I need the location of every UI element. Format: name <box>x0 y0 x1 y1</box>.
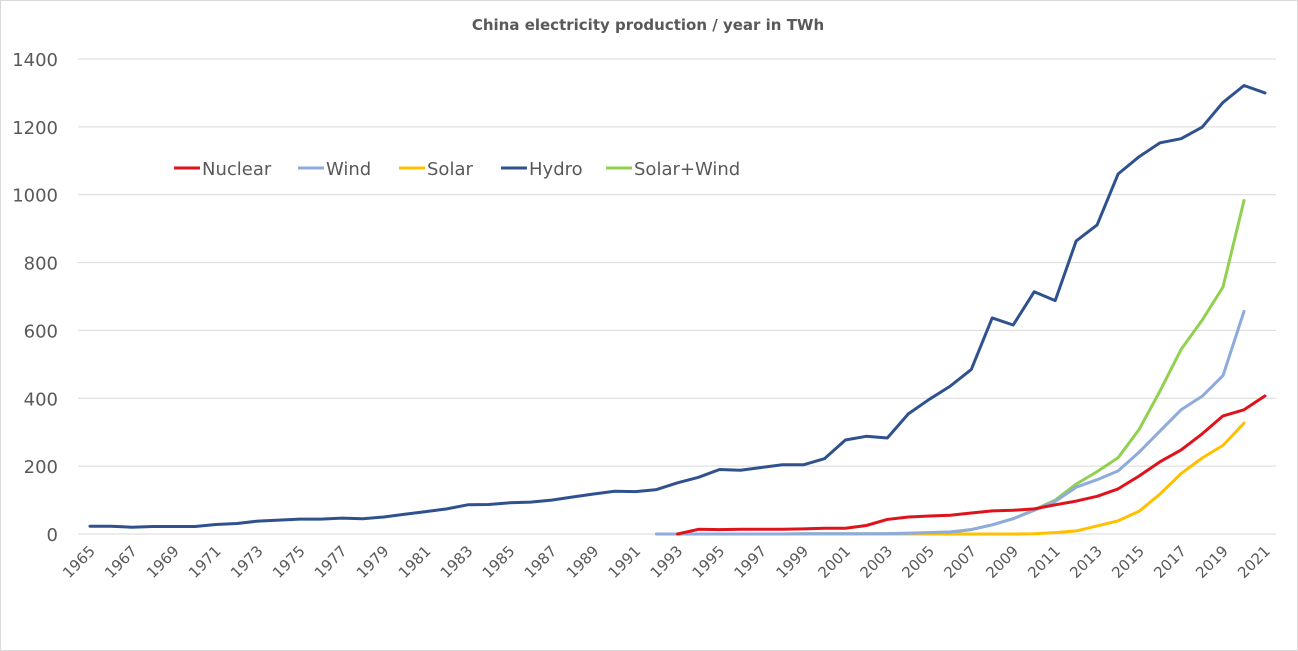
y-tick-label: 800 <box>24 254 58 275</box>
x-tick-label: 1977 <box>311 542 351 582</box>
x-tick-label: 1999 <box>772 542 812 582</box>
y-axis-ticks: 0 200 400 600 800 1000 1200 1400 <box>12 50 58 546</box>
x-tick-label: 2001 <box>814 542 854 582</box>
x-tick-label: 1969 <box>143 542 183 582</box>
x-tick-label: 2019 <box>1192 542 1232 582</box>
x-tick-label: 2013 <box>1066 542 1106 582</box>
x-tick-label: 1983 <box>437 542 477 582</box>
x-tick-label: 1993 <box>647 542 687 582</box>
x-tick-label: 2011 <box>1024 542 1064 582</box>
chart-title: China electricity production / year in T… <box>472 16 824 34</box>
x-tick-label: 1979 <box>353 542 393 582</box>
y-tick-label: 600 <box>24 321 58 342</box>
x-tick-label: 1995 <box>689 542 729 582</box>
legend-item-nuclear: Nuclear <box>174 159 272 180</box>
x-axis-ticks: 1965 1967 1969 1971 1973 1975 1977 1979 1981 1983… <box>59 542 1274 582</box>
y-tick-label: 0 <box>47 525 58 546</box>
x-tick-label: 2009 <box>982 542 1022 582</box>
x-tick-label: 1989 <box>563 542 603 582</box>
gridlines <box>78 58 1276 535</box>
x-tick-label: 1971 <box>185 542 225 582</box>
legend-item-solar: Solar <box>399 159 473 180</box>
x-tick-label: 1973 <box>227 542 267 582</box>
legend-label: Wind <box>326 159 371 180</box>
series-line-wind <box>655 309 1246 536</box>
y-tick-label: 400 <box>24 389 58 410</box>
legend-item-hydro: Hydro <box>501 159 583 180</box>
x-tick-label: 1997 <box>731 542 771 582</box>
legend-label: Hydro <box>529 159 583 180</box>
x-tick-label: 2021 <box>1234 542 1274 582</box>
y-tick-label: 1400 <box>12 50 58 71</box>
legend-label: Solar+Wind <box>634 159 740 180</box>
series-line-nuclear <box>676 394 1267 536</box>
y-tick-label: 1000 <box>12 186 58 207</box>
x-tick-label: 2007 <box>940 542 980 582</box>
x-tick-label: 2015 <box>1108 542 1148 582</box>
x-tick-label: 1985 <box>479 542 519 582</box>
series-line-hydro <box>88 84 1267 529</box>
x-tick-label: 1987 <box>521 542 561 582</box>
x-tick-label: 1975 <box>269 542 309 582</box>
x-tick-label: 2017 <box>1150 542 1190 582</box>
series-lines <box>88 84 1267 536</box>
series-line-solar-wind <box>655 199 1246 536</box>
y-tick-label: 1200 <box>12 118 58 139</box>
y-tick-label: 200 <box>24 457 58 478</box>
x-tick-label: 1991 <box>605 542 645 582</box>
legend-item-wind: Wind <box>298 159 371 180</box>
series-line-solar <box>655 421 1246 536</box>
x-tick-label: 1967 <box>101 542 141 582</box>
legend-label: Solar <box>427 159 473 180</box>
legend-item-solar-wind: Solar+Wind <box>606 159 740 180</box>
legend-label: Nuclear <box>202 159 272 180</box>
x-tick-label: 1981 <box>395 542 435 582</box>
legend: Nuclear Wind Solar Hydro Solar+Wind <box>174 159 740 180</box>
x-tick-label: 1965 <box>59 542 99 582</box>
x-tick-label: 2005 <box>898 542 938 582</box>
x-tick-label: 2003 <box>856 542 896 582</box>
